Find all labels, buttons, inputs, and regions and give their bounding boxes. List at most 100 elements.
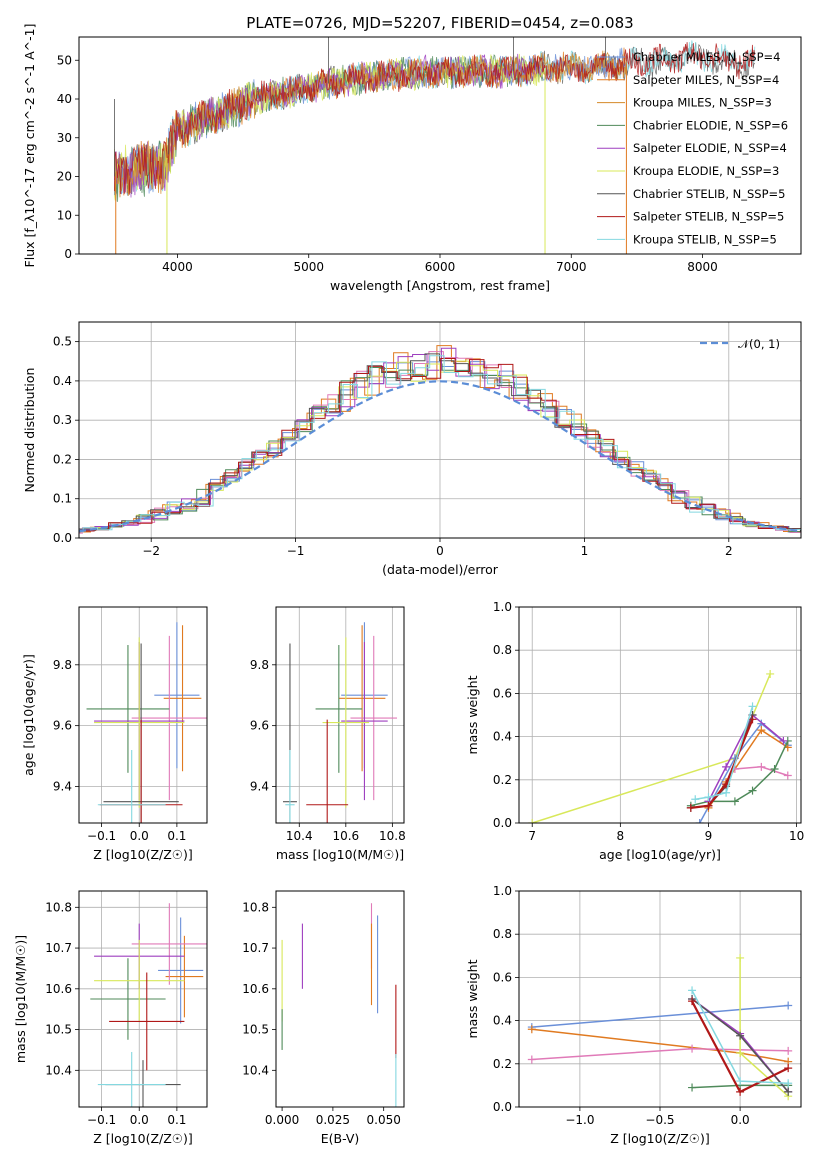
y-tick-label: 10.8	[242, 900, 269, 914]
x-axis-label: E(B-V)	[321, 1131, 360, 1146]
gaussian-curve	[79, 380, 801, 533]
mass-weight-marker	[688, 986, 697, 995]
mass-weight-marker	[748, 702, 757, 711]
ebv-mass-panel: 0.000 0.025 0.050 10.4 10.5 10.6 10.7 10.8 E(B-V…	[242, 890, 405, 1146]
mass-weight-marker	[779, 736, 788, 745]
legend-label: 𝒩(0, 1)	[738, 337, 780, 351]
y-tick-label: 30	[57, 131, 72, 145]
plot-area	[114, 37, 756, 254]
y-tick-label: 0.5	[53, 335, 72, 349]
y-tick-label: 0.0	[493, 1100, 512, 1114]
mass-weight-marker	[527, 1055, 536, 1064]
x-tick-label: 2	[725, 544, 733, 558]
legend-label: Salpeter ELODIE, N_SSP=4	[633, 141, 787, 155]
y-tick-label: 0.8	[493, 643, 512, 657]
y-tick-label: 10.5	[242, 1023, 269, 1037]
mass-weight-marker	[757, 726, 766, 735]
mass-weight-marker	[784, 1079, 793, 1088]
spectrum-line	[114, 42, 756, 195]
y-tick-label: 1.0	[493, 884, 512, 898]
x-tick-label: 1	[581, 544, 589, 558]
figure-title: PLATE=0726, MJD=52207, FIBERID=0454, z=0…	[246, 14, 633, 32]
x-axis-label: age [log10(age/yr)]	[599, 847, 721, 862]
y-axis-label: age [log10(age/yr)]	[21, 654, 36, 776]
age-massweight-panel: 7 8 9 10 0.0 0.2 0.4 0.6 0.8 1.0 age [log10(age/yr…	[465, 600, 804, 862]
legend-label: Kroupa MILES, N_SSP=3	[633, 96, 772, 110]
y-tick-label: 1.0	[493, 600, 512, 614]
y-tick-label: 50	[57, 53, 72, 67]
y-tick-label: 9.4	[53, 779, 72, 793]
y-tick-label: 0.4	[493, 1014, 512, 1028]
x-axis-label: Z [log10(Z/Z☉)]	[93, 1131, 193, 1146]
x-axis-label: Z [log10(Z/Z☉)]	[610, 1131, 710, 1146]
y-tick-label: 10.7	[45, 941, 72, 955]
plot-area	[281, 903, 397, 1107]
mass-weight-marker	[736, 953, 745, 962]
y-axis-label: mass weight	[465, 675, 480, 754]
x-tick-label: 10.4	[286, 829, 313, 843]
y-tick-label: 0.6	[493, 686, 512, 700]
spectrum-line	[114, 50, 627, 196]
x-axis-label: (data-model)/error	[382, 562, 499, 577]
histogram-step	[79, 358, 801, 533]
mass-weight-marker	[757, 762, 766, 771]
x-tick-label: 0.000	[265, 1113, 299, 1127]
y-axis-label: mass weight	[465, 959, 480, 1038]
legend-label: Kroupa STELIB, N_SSP=5	[633, 232, 777, 246]
y-axis-label: Normed distribution	[22, 368, 37, 493]
mass-weight-marker	[784, 1046, 793, 1055]
x-tick-label: 8000	[687, 260, 718, 274]
y-tick-label: 40	[57, 92, 72, 106]
mass-weight-marker	[704, 793, 713, 802]
plot-area	[79, 322, 801, 538]
x-axis-label: Z [log10(Z/Z☉)]	[93, 847, 193, 862]
y-tick-label: 20	[57, 170, 72, 184]
mass-age-panel: 10.4 10.6 10.8 9.4 9.6 9.8 mass [log10(M/M☉)]	[250, 606, 406, 862]
axes-frame	[518, 606, 802, 824]
mass-weight-marker	[688, 1044, 697, 1053]
plot-area	[519, 607, 801, 823]
y-tick-label: 10.6	[45, 982, 72, 996]
mass-weight-marker	[748, 786, 757, 795]
plot-area	[276, 607, 404, 823]
mass-weight-line	[690, 740, 789, 807]
y-tick-label: 10.4	[242, 1063, 269, 1077]
mass-weight-marker	[722, 788, 731, 797]
legend-label: Salpeter MILES, N_SSP=4	[633, 73, 779, 87]
axes-frame	[78, 890, 208, 1108]
x-tick-label: 10.8	[379, 829, 406, 843]
y-tick-label: 0	[64, 247, 72, 261]
y-tick-label: 9.4	[250, 779, 269, 793]
spectrum-panel: 4000 5000 6000 7000 8000 0 10 20 30 40 50 wavelengt…	[22, 24, 802, 293]
y-axis-label: mass [log10(M/M☉)]	[13, 935, 28, 1063]
y-tick-label: 9.8	[250, 658, 269, 672]
plot-area	[519, 891, 801, 1107]
x-tick-label: 9	[705, 829, 713, 843]
x-axis-label: wavelength [Angstrom, rest frame]	[330, 278, 550, 293]
mass-weight-marker	[736, 1087, 745, 1096]
y-tick-label: 10.5	[45, 1023, 72, 1037]
mass-weight-marker	[766, 669, 775, 678]
mass-weight-marker	[784, 1001, 793, 1010]
z-massweight-panel: −1.0 −0.5 0.0 0.0 0.2 0.4 0.6 0.8 1.0 Z [log10(Z/…	[465, 884, 802, 1146]
y-tick-label: 10.6	[242, 982, 269, 996]
y-tick-label: 0.2	[493, 1057, 512, 1071]
y-tick-label: 9.6	[250, 719, 269, 733]
z-mass-panel: −0.1 0.0 0.1 10.4 10.5 10.6 10.7 10.8 Z [log10(Z…	[13, 890, 208, 1146]
x-tick-label: 10	[789, 829, 804, 843]
x-axis-label: mass [log10(M/M☉)]	[276, 847, 404, 862]
legend-label: Kroupa ELODIE, N_SSP=3	[633, 164, 779, 178]
legend-label: Chabrier STELIB, N_SSP=5	[633, 187, 785, 201]
x-tick-label: 10.6	[332, 829, 359, 843]
mass-weight-marker	[784, 1064, 793, 1073]
x-tick-label: 0.0	[130, 829, 149, 843]
mass-weight-line	[695, 706, 754, 800]
x-tick-label: −2	[142, 544, 160, 558]
legend-label: Chabrier MILES, N_SSP=4	[633, 50, 780, 64]
mass-weight-marker	[748, 715, 757, 724]
y-axis-label: Flux [f_λ10^-17 erg cm^-2 s^-1 A^-1]	[22, 24, 37, 268]
x-tick-label: 0.0	[130, 1113, 149, 1127]
x-tick-label: −1	[287, 544, 305, 558]
axes-frame	[275, 606, 405, 824]
y-tick-label: 9.8	[53, 658, 72, 672]
